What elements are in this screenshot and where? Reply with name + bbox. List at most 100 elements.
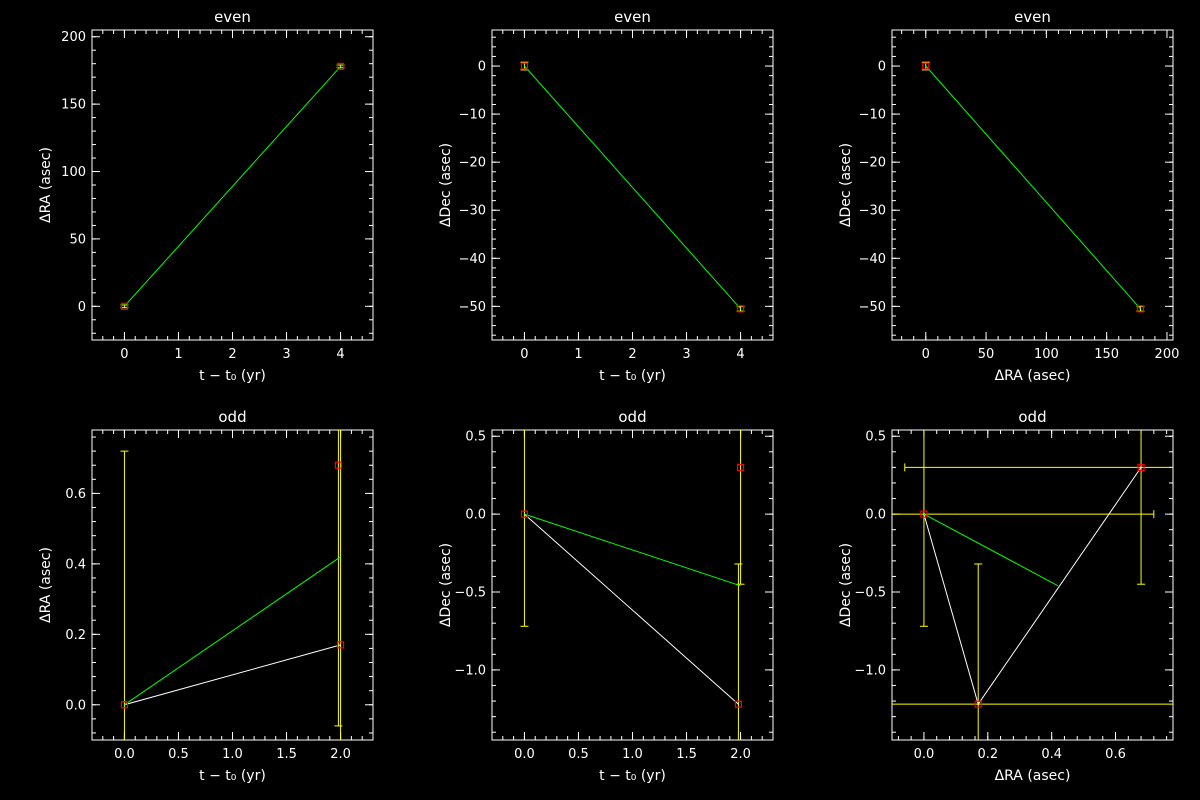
x-tick-label: 2.0: [730, 747, 751, 762]
x-tick-label: 0: [120, 347, 128, 362]
axes-frame: [91, 429, 374, 741]
y-tick-label: 0: [878, 60, 886, 75]
x-tick-label: 3: [282, 347, 290, 362]
x-tick-label: 1.5: [276, 747, 297, 762]
data-point: [736, 463, 745, 471]
chart-panel-4: 0.0 0.5 1.0 1.5 2.0 0.0 0.2 0.4 0.6 odd t − t₀ (yr…: [38, 408, 374, 784]
fit-line: [524, 513, 741, 587]
y-tick-label: −40: [459, 252, 486, 267]
y-tick-label: −50: [459, 300, 486, 315]
data-point: [120, 302, 129, 310]
axes-frame: [891, 29, 1174, 341]
fit-line: [925, 65, 1141, 310]
y-tick-label: 0: [78, 300, 86, 315]
x-tick-label: 0: [520, 347, 528, 362]
chart-title: odd: [218, 408, 246, 426]
x-tick-label: 0.5: [568, 747, 589, 762]
x-axis-label: t − t₀ (yr): [599, 368, 666, 384]
y-tick-label: 0.2: [65, 628, 86, 643]
x-tick-label: 3: [682, 347, 690, 362]
x-tick-label: 2.0: [330, 747, 351, 762]
data-line: [524, 513, 739, 705]
y-tick-label: −20: [459, 156, 486, 171]
y-tick-label: 0.0: [465, 508, 486, 523]
y-tick-label: −30: [859, 204, 886, 219]
chart-title: odd: [1018, 408, 1046, 426]
y-tick-label: 0.5: [465, 430, 486, 445]
data-point: [1136, 305, 1145, 313]
x-tick-label: 2: [228, 347, 236, 362]
data-point: [920, 510, 928, 518]
x-tick-label: 0.0: [914, 747, 935, 762]
y-tick-label: −1.0: [854, 663, 886, 678]
chart-panel-5: 0.0 0.5 1.0 1.5 2.0 0.5 0.0 −0.5 −1.0 odd t − t₀ (…: [438, 408, 774, 784]
fit-line: [124, 556, 341, 706]
x-tick-label: 4: [336, 347, 344, 362]
y-tick-label: −0.5: [454, 586, 486, 601]
data-point: [736, 305, 745, 313]
x-axis-label: ΔRA (asec): [995, 368, 1071, 384]
axes-frame: [891, 429, 1174, 741]
x-tick-label: 0.4: [1041, 747, 1062, 762]
fit-line: [124, 66, 341, 307]
y-tick-label: 0.5: [865, 430, 886, 445]
data-point: [974, 700, 982, 708]
y-axis-label: ΔDec (asec): [838, 143, 854, 227]
x-tick-label: 100: [1034, 347, 1059, 362]
y-tick-label: 200: [61, 30, 86, 45]
chart-title: even: [214, 8, 251, 26]
x-tick-label: 0.5: [168, 747, 189, 762]
data-point: [734, 700, 743, 708]
data-point: [520, 510, 529, 518]
data-point: [334, 461, 343, 469]
y-tick-label: 0.0: [65, 698, 86, 713]
fit-line: [524, 65, 741, 310]
y-tick-label: 150: [61, 98, 86, 113]
y-axis-label: ΔDec (asec): [438, 143, 454, 227]
chart-panel-2: 0 1 2 3 4 0 −10 −20 −30 −40 −50 even t − t₀ (yr) ΔDec…: [438, 8, 774, 384]
x-axis-label: ΔRA (asec): [995, 768, 1071, 784]
chart-title: even: [614, 8, 651, 26]
x-tick-label: 0: [922, 347, 930, 362]
x-tick-label: 0.2: [977, 747, 998, 762]
x-tick-label: 1.0: [222, 747, 243, 762]
data-point: [922, 62, 930, 70]
x-tick-label: 50: [978, 347, 995, 362]
x-tick-label: 0.0: [114, 747, 135, 762]
y-axis-label: ΔDec (asec): [838, 543, 854, 627]
chart-panel-1: 0 1 2 3 4 0 50 100 150 200 even t − t₀ (yr) ΔRA (ase…: [38, 8, 374, 384]
x-tick-label: 200: [1155, 347, 1180, 362]
data-point: [1137, 463, 1145, 471]
chart-panel-6: 0.0 0.2 0.4 0.6 0.5 0.0 −0.5 −1.0 odd ΔRA (asec) Δ…: [838, 408, 1174, 784]
axes-frame: [491, 429, 774, 741]
y-axis-label: ΔRA (asec): [38, 147, 54, 223]
y-axis-label: ΔRA (asec): [38, 547, 54, 623]
x-tick-label: 1: [174, 347, 182, 362]
x-tick-label: 2: [628, 347, 636, 362]
chart-title: odd: [618, 408, 646, 426]
x-axis-label: t − t₀ (yr): [199, 368, 266, 384]
data-line: [124, 644, 341, 706]
x-tick-label: 1: [574, 347, 582, 362]
y-tick-label: 0.6: [65, 487, 86, 502]
y-tick-label: 0.0: [865, 508, 886, 523]
y-tick-label: 50: [69, 232, 86, 247]
y-tick-label: −1.0: [454, 663, 486, 678]
y-axis-label: ΔDec (asec): [438, 543, 454, 627]
y-tick-label: −10: [859, 108, 886, 123]
chart-title: even: [1014, 8, 1051, 26]
y-tick-label: −40: [859, 252, 886, 267]
y-tick-label: 0: [478, 60, 486, 75]
data-point: [520, 62, 529, 70]
chart-panel-3: 0 50 100 150 200 0 −10 −20 −30 −40 −50 even ΔRA (ase…: [838, 8, 1179, 384]
fit-line: [923, 513, 1059, 587]
data-line: [923, 467, 1142, 706]
y-tick-label: −20: [859, 156, 886, 171]
data-point: [336, 641, 345, 649]
x-tick-label: 0.6: [1105, 747, 1126, 762]
x-axis-label: t − t₀ (yr): [199, 768, 266, 784]
x-tick-label: 0.0: [514, 747, 535, 762]
x-tick-label: 4: [736, 347, 744, 362]
